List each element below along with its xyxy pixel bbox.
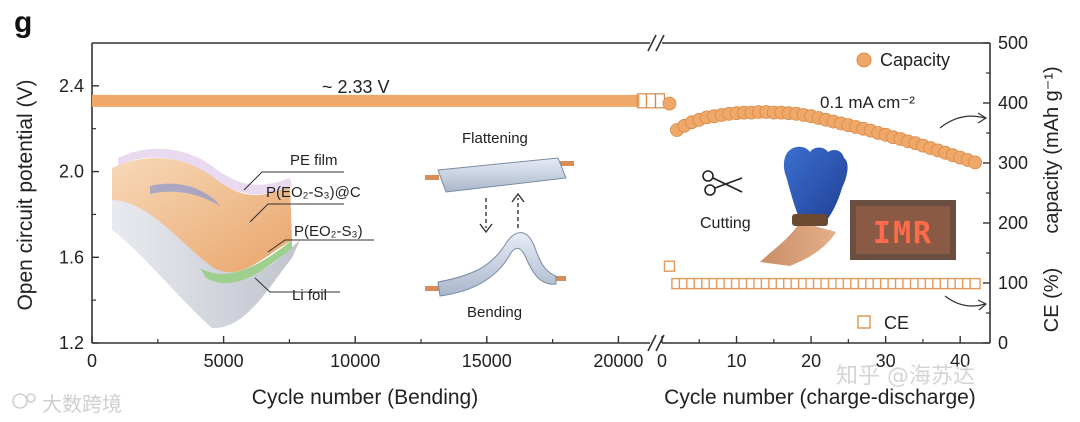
left-y-tick-label: 1.2	[59, 333, 84, 353]
left-x-tick-label: 0	[87, 351, 97, 371]
left-x-tick-label: 20000	[593, 351, 643, 371]
right-y-axis-label-capacity: capacity (mAh g⁻¹)	[1041, 66, 1063, 233]
right-y-tick-label: 0	[998, 333, 1008, 353]
ce-axis-arrow-head	[977, 299, 988, 311]
left-x-tick-label: 5000	[204, 351, 244, 371]
label-bending: Bending	[467, 304, 522, 321]
arm	[760, 222, 836, 266]
tab-left-bent	[425, 286, 439, 291]
left-y-tick-label: 2.4	[59, 76, 84, 96]
right-y-tick-label: 100	[998, 273, 1028, 293]
right-x-tick-label: 10	[727, 351, 747, 371]
watermark-logo-icon	[12, 393, 36, 409]
ce-series	[663, 260, 981, 290]
right-x-tick-label: 30	[876, 351, 896, 371]
right-y-tick-label: 300	[998, 153, 1028, 173]
ce-point	[663, 260, 676, 272]
label-flattening: Flattening	[462, 130, 528, 147]
capacity-axis-arrow	[939, 115, 986, 129]
electrolyte-layer	[200, 240, 292, 284]
watermark-right: 知乎 @海苏达	[836, 364, 975, 389]
bent-cell	[437, 232, 557, 297]
legend-ce-marker	[857, 315, 871, 329]
label-cathode: P(EO₂-S₃)@C	[266, 184, 361, 201]
right-x-tick-label: 20	[801, 351, 821, 371]
right-y-tick-label: 200	[998, 213, 1028, 233]
pouch-cell-schematic	[112, 148, 300, 329]
left-plot: 0 5000 10000 15000 20000 1.2 1.6 2.0 2.4	[59, 42, 650, 371]
capacity-axis-arrow-head	[977, 112, 988, 124]
left-x-axis-label: Cycle number (Bending)	[252, 386, 478, 409]
led-panel-inner	[856, 206, 950, 254]
capacity-point	[968, 155, 982, 170]
arrow-up-head	[511, 192, 525, 203]
label-li-foil: Li foil	[292, 287, 327, 304]
label-electrolyte: P(EO₂-S₃)	[294, 223, 363, 240]
left-y-tick-label: 2.0	[59, 162, 84, 182]
blue-stripe	[150, 183, 220, 206]
left-y-tick-label: 1.6	[59, 247, 84, 267]
legend-capacity-label: Capacity	[880, 50, 950, 70]
left-plot-ticks: 0 5000 10000 15000 20000 1.2 1.6 2.0 2.4	[59, 76, 643, 371]
watermark-left: 大数跨境	[42, 392, 122, 416]
tab-left-flat	[425, 175, 439, 180]
ce-axis-arrow	[944, 295, 986, 307]
right-y-tick-label: 400	[998, 93, 1028, 113]
right-y-tick-label: 500	[998, 33, 1028, 53]
pouch-cell-callouts	[243, 171, 374, 293]
label-pe-film: PE film	[290, 152, 338, 169]
flat-cell	[437, 157, 567, 193]
tab-right-bent	[552, 276, 566, 281]
cutting-demo-photo: Cutting IMR	[700, 146, 956, 266]
tab-right-flat	[560, 161, 574, 166]
flattening-bending-schematic: Flattening Bending	[425, 130, 574, 321]
right-y-axis-label-ce: CE (%)	[1041, 268, 1063, 332]
capacity-point	[662, 96, 677, 111]
pe-film-layer	[118, 148, 292, 195]
axis-break-marks	[647, 34, 665, 352]
right-x-axis-label: Cycle number (charge-discharge)	[664, 386, 976, 409]
label-cutting: Cutting	[700, 215, 751, 232]
ocp-line	[92, 94, 640, 107]
legend-ce-label: CE	[884, 313, 909, 333]
current-density-annotation: 0.1 mA cm⁻²	[820, 93, 915, 112]
glove-hand	[783, 146, 848, 224]
ocp-end-marker	[645, 93, 657, 109]
ocp-annotation: ~ 2.33 V	[322, 77, 390, 97]
wrist-battery	[792, 214, 828, 226]
legend-ce: CE	[857, 313, 909, 333]
ocp-series	[92, 93, 666, 109]
arrow-down-head	[479, 223, 493, 234]
scissors-icon	[702, 170, 743, 196]
panel-label: g	[14, 6, 32, 39]
li-foil-layer	[112, 197, 300, 329]
right-x-tick-label: 0	[657, 351, 667, 371]
legend-capacity: Capacity	[856, 50, 950, 70]
capacity-series	[662, 96, 982, 170]
right-x-tick-label: 40	[950, 351, 970, 371]
ce-point	[969, 277, 981, 290]
left-y-axis-label: Open circuit potential (V)	[14, 79, 37, 310]
left-x-tick-label: 10000	[330, 351, 380, 371]
led-text: IMR	[873, 216, 933, 251]
legend-capacity-marker	[856, 52, 872, 68]
left-x-tick-label: 15000	[462, 351, 512, 371]
